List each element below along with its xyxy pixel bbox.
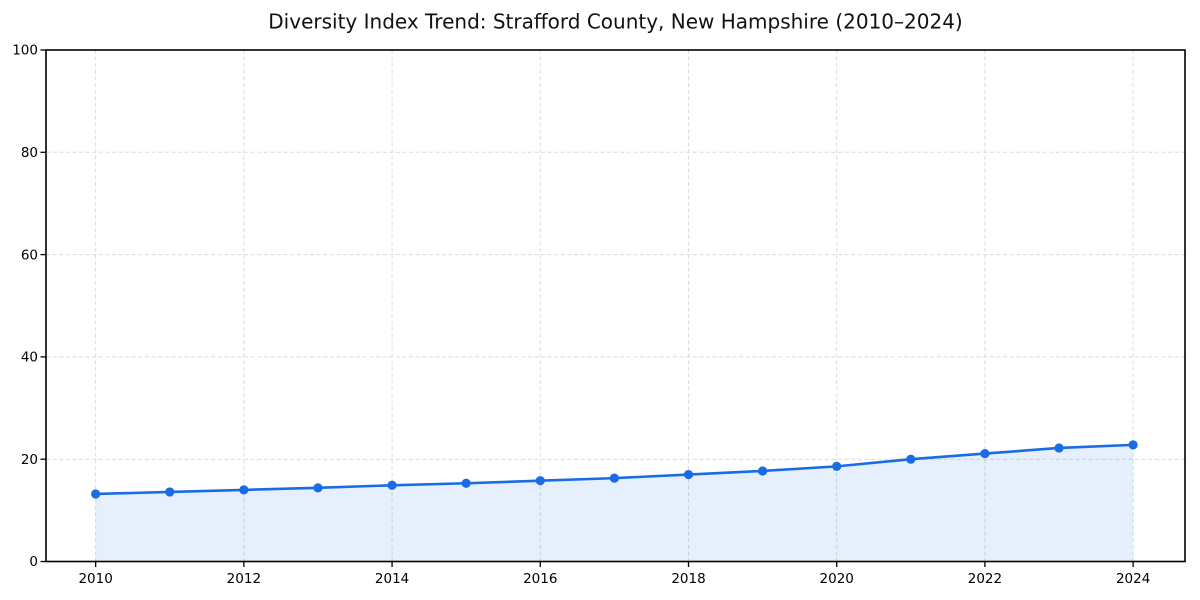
y-tick-label: 100 (12, 43, 38, 59)
data-point-2020 (832, 461, 842, 471)
data-points (91, 440, 1138, 499)
y-axis: 0 20 40 60 80 100 (12, 43, 46, 570)
y-tick-label: 60 (21, 247, 38, 263)
data-point-2014 (387, 480, 397, 490)
y-tick-label: 40 (21, 350, 38, 366)
y-tick-label: 20 (21, 452, 38, 468)
data-point-2010 (91, 489, 101, 499)
data-point-2016 (535, 476, 545, 486)
plot-border (45, 49, 1186, 563)
data-point-2018 (683, 469, 694, 480)
x-axis: 2010 2012 2014 2016 2018 2020 2022 2024 (78, 561, 1150, 587)
data-point-2023 (1054, 443, 1064, 453)
x-tick-label: 2010 (78, 571, 112, 587)
x-tick-label: 2016 (523, 571, 557, 587)
x-tick-label: 2018 (671, 571, 705, 587)
data-point-2017 (609, 473, 619, 483)
data-point-2015 (461, 478, 471, 488)
y-tick-label: 0 (29, 554, 38, 570)
data-point-2022 (980, 448, 990, 459)
data-point-2021 (906, 454, 916, 464)
data-point-2019 (757, 466, 768, 476)
x-tick-label: 2020 (820, 571, 854, 587)
data-point-2013 (313, 483, 323, 493)
data-point-2011 (165, 487, 175, 497)
area-fill (95, 444, 1134, 562)
y-tick-label: 80 (21, 145, 38, 161)
x-tick-label: 2012 (227, 571, 261, 587)
chart-title: Diversity Index Trend: Strafford County,… (268, 10, 962, 34)
data-point-2012 (239, 485, 249, 495)
x-tick-label: 2022 (968, 571, 1002, 587)
x-tick-label: 2014 (375, 571, 409, 587)
data-point-2024 (1128, 440, 1138, 450)
x-tick-label: 2024 (1116, 571, 1150, 587)
